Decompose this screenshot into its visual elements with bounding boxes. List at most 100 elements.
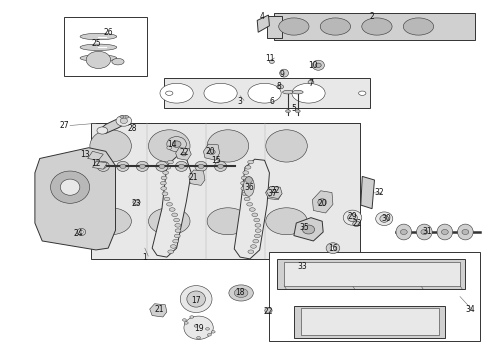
Ellipse shape (207, 130, 248, 162)
Ellipse shape (441, 229, 448, 234)
Ellipse shape (207, 334, 211, 336)
Text: 35: 35 (300, 223, 310, 232)
Text: 29: 29 (348, 212, 357, 221)
Ellipse shape (380, 215, 389, 222)
Ellipse shape (254, 218, 260, 222)
Polygon shape (294, 306, 445, 338)
Text: 6: 6 (270, 96, 274, 105)
Ellipse shape (270, 60, 274, 63)
Text: 20: 20 (206, 147, 216, 156)
Polygon shape (93, 161, 107, 169)
Bar (270, 252, 480, 341)
Ellipse shape (175, 161, 188, 171)
Text: 4: 4 (260, 12, 265, 21)
Ellipse shape (437, 224, 453, 240)
Text: 1: 1 (143, 253, 147, 262)
Ellipse shape (396, 224, 412, 240)
Text: 11: 11 (266, 54, 275, 63)
Ellipse shape (265, 308, 272, 313)
Text: 22: 22 (270, 186, 280, 195)
Ellipse shape (148, 208, 190, 235)
Polygon shape (266, 187, 282, 200)
Polygon shape (277, 259, 465, 289)
Ellipse shape (172, 213, 177, 217)
Ellipse shape (172, 239, 178, 243)
Ellipse shape (211, 330, 215, 333)
Ellipse shape (308, 80, 314, 84)
Ellipse shape (165, 166, 171, 169)
Ellipse shape (136, 161, 148, 171)
Text: 21: 21 (189, 173, 198, 182)
Ellipse shape (318, 199, 327, 206)
Ellipse shape (167, 136, 186, 152)
Ellipse shape (116, 116, 132, 126)
Ellipse shape (120, 116, 124, 118)
Text: 22: 22 (179, 148, 189, 157)
Text: 8: 8 (277, 82, 282, 91)
Ellipse shape (208, 149, 215, 154)
Ellipse shape (458, 224, 473, 240)
Ellipse shape (194, 325, 198, 327)
Ellipse shape (148, 130, 190, 162)
Ellipse shape (403, 18, 434, 35)
Ellipse shape (79, 230, 83, 233)
Text: 21: 21 (155, 305, 164, 314)
Ellipse shape (312, 60, 324, 70)
Ellipse shape (234, 288, 248, 297)
Ellipse shape (421, 229, 428, 234)
Ellipse shape (245, 177, 252, 183)
Ellipse shape (175, 229, 181, 233)
Text: 30: 30 (382, 214, 392, 223)
Ellipse shape (184, 316, 213, 339)
Ellipse shape (160, 84, 193, 103)
Ellipse shape (77, 228, 86, 235)
Ellipse shape (168, 250, 173, 253)
Bar (91, 123, 360, 259)
Text: 2: 2 (369, 12, 374, 21)
Ellipse shape (196, 337, 200, 339)
Ellipse shape (255, 229, 261, 233)
Text: 34: 34 (466, 305, 476, 314)
Ellipse shape (215, 161, 227, 171)
Ellipse shape (175, 224, 181, 227)
Text: 20: 20 (318, 199, 327, 208)
Ellipse shape (80, 55, 117, 61)
Polygon shape (267, 186, 282, 199)
Ellipse shape (184, 322, 188, 324)
Ellipse shape (198, 164, 204, 168)
Ellipse shape (169, 208, 175, 211)
Text: 17: 17 (191, 296, 201, 305)
Text: 15: 15 (211, 156, 220, 165)
Polygon shape (313, 191, 333, 213)
Ellipse shape (90, 208, 131, 235)
Ellipse shape (161, 176, 167, 180)
Ellipse shape (125, 116, 129, 118)
Polygon shape (361, 176, 374, 209)
Ellipse shape (241, 181, 246, 185)
Ellipse shape (244, 197, 250, 201)
Polygon shape (88, 151, 103, 160)
Text: 14: 14 (167, 140, 176, 149)
Ellipse shape (255, 224, 261, 227)
Text: 10: 10 (309, 61, 318, 70)
Text: 9: 9 (279, 70, 284, 79)
Polygon shape (98, 118, 128, 134)
Ellipse shape (245, 166, 251, 169)
Ellipse shape (86, 51, 111, 68)
Text: 36: 36 (244, 183, 254, 192)
Ellipse shape (163, 171, 169, 174)
Text: 3: 3 (238, 96, 243, 105)
Ellipse shape (292, 84, 325, 103)
Ellipse shape (316, 63, 321, 67)
Ellipse shape (252, 213, 258, 217)
Ellipse shape (173, 218, 179, 222)
Polygon shape (175, 148, 191, 160)
Text: 28: 28 (128, 123, 137, 132)
Text: 7: 7 (309, 79, 314, 88)
Text: 25: 25 (91, 39, 101, 48)
Text: 23: 23 (132, 199, 141, 208)
Ellipse shape (359, 91, 366, 95)
Text: 5: 5 (292, 104, 296, 113)
Ellipse shape (167, 146, 172, 149)
Polygon shape (35, 148, 116, 250)
